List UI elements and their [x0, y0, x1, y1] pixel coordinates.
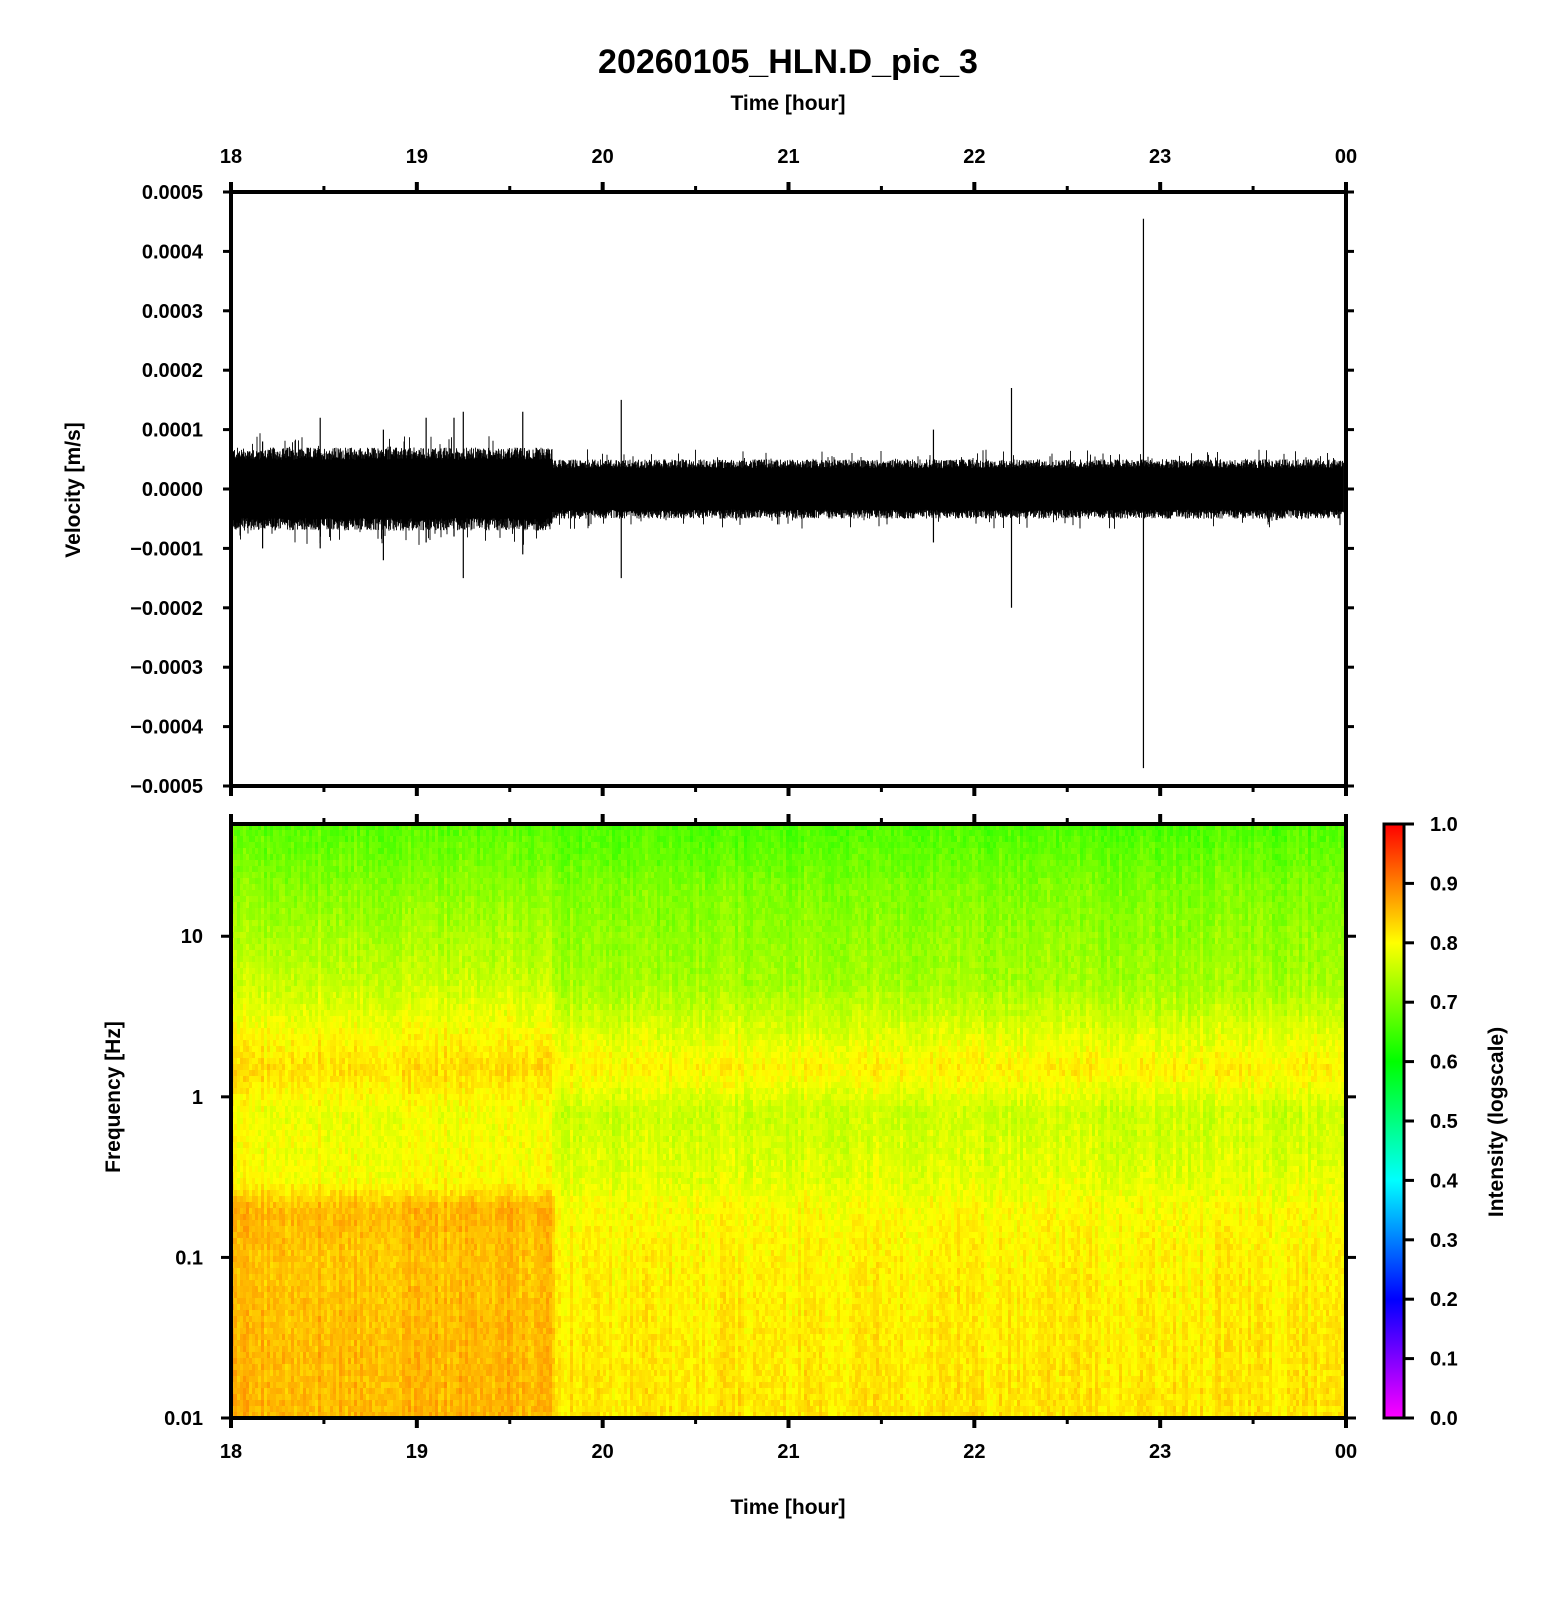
bottom-x-axis-label: Time [hour] [730, 1496, 845, 1519]
colorbar-tick-label: 0.3 [1430, 1230, 1458, 1252]
waveform-plot [232, 218, 1344, 769]
velocity-tick-label: −0.0002 [130, 598, 203, 620]
top-x-tick-label: 21 [777, 146, 799, 168]
velocity-tick-label: 0.0001 [142, 420, 203, 442]
colorbar-tick-label: 0.0 [1430, 1408, 1458, 1430]
frequency-axis-label: Frequency [Hz] [102, 1021, 125, 1173]
velocity-tick-label: −0.0004 [130, 717, 204, 739]
colorbar-tick-label: 0.7 [1430, 992, 1458, 1014]
bottom-x-tick-label: 22 [963, 1441, 985, 1463]
top-x-tick-label: 18 [220, 146, 242, 168]
frequency-tick-label: 10 [181, 926, 203, 948]
colorbar-axes: 1.0 0.9 0.8 0.7 0.6 0.5 0.4 0.3 0.2 0.1 0.0 [1404, 814, 1459, 1430]
velocity-tick-label: 0.0003 [142, 301, 203, 323]
colorbar-tick-label: 0.4 [1430, 1170, 1459, 1192]
chart-title: 20260105_HLN.D_pic_3 [598, 43, 978, 81]
velocity-tick-label: −0.0001 [130, 538, 203, 560]
colorbar-tick-label: 0.1 [1430, 1349, 1458, 1371]
frequency-tick-label: 0.01 [164, 1408, 203, 1430]
velocity-tick-label: 0.0000 [142, 479, 203, 501]
velocity-axis-label: Velocity [m/s] [62, 422, 85, 557]
bottom-x-tick-label: 21 [777, 1441, 799, 1463]
frequency-tick-label: 1 [192, 1087, 203, 1109]
colorbar-tick-label: 1.0 [1430, 814, 1458, 836]
colorbar-label: Intensity (logscale) [1485, 1027, 1508, 1217]
velocity-tick-label: 0.0004 [142, 241, 204, 263]
bottom-x-tick-label: 18 [220, 1441, 242, 1463]
velocity-tick-label: −0.0005 [130, 776, 203, 798]
spectrogram-plot [231, 824, 1348, 1419]
spectrogram-axes: 18 19 20 21 22 23 00 10 1 0.1 0.01 [164, 814, 1357, 1463]
colorbar-tick-label: 0.5 [1430, 1111, 1458, 1133]
waveform-trace [232, 433, 1344, 545]
top-x-tick-label: 20 [592, 146, 614, 168]
top-x-tick-label: 23 [1149, 146, 1171, 168]
velocity-tick-label: 0.0005 [142, 182, 203, 204]
bottom-x-tick-label: 23 [1149, 1441, 1171, 1463]
top-x-axis-label: Time [hour] [730, 92, 845, 115]
velocity-tick-label: −0.0003 [130, 657, 203, 679]
colorbar-tick-label: 0.9 [1430, 873, 1458, 895]
bottom-x-tick-label: 19 [406, 1441, 428, 1463]
waveform-axes: 18 19 20 21 22 23 00 0.0005 0.0004 0.0003 0.0002 0.… [130, 146, 1357, 798]
frequency-tick-label: 0.1 [175, 1247, 203, 1269]
top-x-tick-label: 00 [1335, 146, 1357, 168]
colorbar [1382, 822, 1406, 1420]
colorbar-tick-label: 0.2 [1430, 1289, 1458, 1311]
colorbar-tick-label: 0.8 [1430, 933, 1458, 955]
top-x-tick-label: 19 [406, 146, 428, 168]
bottom-x-tick-label: 00 [1335, 1441, 1357, 1463]
bottom-x-tick-label: 20 [592, 1441, 614, 1463]
colorbar-tick-label: 0.6 [1430, 1052, 1458, 1074]
top-x-tick-label: 22 [963, 146, 985, 168]
velocity-tick-label: 0.0002 [142, 360, 203, 382]
